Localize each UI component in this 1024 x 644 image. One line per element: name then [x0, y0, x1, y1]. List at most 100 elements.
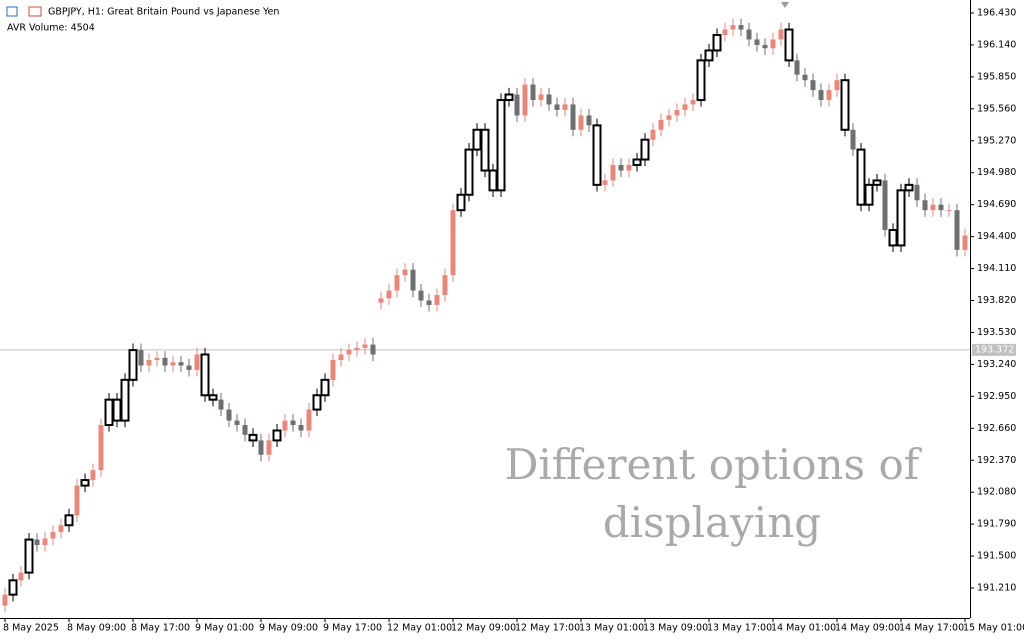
chart-title: GBPJPY, H1: Great Britain Pound vs Japan… [48, 7, 279, 18]
candle-body [74, 485, 80, 516]
candle-body [722, 29, 728, 36]
y-tick-label: 193.240 [977, 359, 1016, 370]
candle-body [626, 165, 632, 171]
candle-body [218, 399, 224, 410]
candle-body [946, 210, 952, 212]
candle-body-high-volume [872, 179, 882, 186]
candle-body [434, 295, 440, 305]
x-tick-label: 14 May 09:00 [835, 623, 900, 634]
menu-icon[interactable] [6, 6, 18, 17]
y-tick-label: 195.850 [977, 71, 1016, 82]
candle-body [450, 210, 456, 276]
candle-body [690, 100, 696, 105]
y-tick-label: 196.140 [977, 39, 1016, 50]
x-tick-label: 9 May 01:00 [195, 623, 254, 634]
candle-body [442, 275, 448, 296]
candle-body-high-volume [120, 378, 130, 422]
candle-body-high-volume [320, 378, 330, 397]
candle-body [146, 360, 152, 366]
candle-body [666, 115, 672, 120]
candle-body [354, 347, 360, 351]
candle-body [258, 440, 264, 455]
chart-icon[interactable] [28, 6, 42, 17]
candle-body-high-volume [504, 93, 514, 102]
x-tick-label: 13 May 01:00 [579, 623, 644, 634]
candle-body [570, 104, 576, 130]
candle-body [138, 350, 144, 366]
x-tick-label: 13 May 17:00 [707, 623, 772, 634]
candle-body [650, 129, 656, 140]
candle-body-high-volume [104, 398, 114, 426]
candle-body [194, 354, 200, 370]
candle-body [290, 420, 296, 425]
candle-body [850, 129, 856, 150]
candle-body [34, 539, 40, 546]
y-tick-label: 196.430 [977, 7, 1016, 18]
candle-body [186, 365, 192, 370]
candle-body [522, 84, 528, 116]
candle-body-high-volume [896, 189, 906, 247]
candle-body-high-volume [592, 124, 602, 186]
candle-body [834, 80, 840, 91]
candle-body [178, 362, 184, 366]
candle-body-high-volume [488, 169, 498, 192]
candle-body-high-volume [856, 148, 866, 206]
candle-body [234, 420, 240, 425]
candle-body-high-volume [480, 128, 490, 172]
x-tick-label: 12 May 17:00 [515, 623, 580, 634]
candle-body-high-volume [840, 79, 850, 131]
x-tick-label: 15 May 01:00 [963, 623, 1024, 634]
candle-body [922, 200, 928, 211]
x-tick-label: 12 May 09:00 [451, 623, 516, 634]
candle-body [154, 357, 160, 361]
candle-body-high-volume [8, 579, 18, 596]
candle-body [954, 210, 960, 250]
candle-body [530, 84, 536, 101]
candle-body [746, 29, 752, 40]
candle-body [738, 25, 744, 30]
candle-body-high-volume [632, 158, 642, 167]
candle-body-high-volume [128, 349, 138, 381]
candle-body [338, 354, 344, 361]
candle-body [930, 204, 936, 211]
candle-body [546, 94, 552, 105]
candle-body [98, 424, 104, 471]
x-tick-label: 9 May 09:00 [259, 623, 318, 634]
y-tick-label: 194.400 [977, 231, 1016, 242]
y-tick-label: 191.790 [977, 519, 1016, 530]
candle-body [50, 531, 56, 539]
candle-body [2, 594, 8, 606]
y-tick-label: 192.660 [977, 423, 1016, 434]
candle-body [554, 104, 560, 110]
x-tick-label: 14 May 01:00 [771, 623, 836, 634]
candle-body [802, 74, 808, 81]
candle-body [818, 90, 824, 101]
candle-body [386, 290, 392, 299]
candle-body-high-volume [200, 353, 210, 397]
candle-body-high-volume [696, 59, 706, 102]
y-tick-label: 194.110 [977, 263, 1016, 274]
candle-body-high-volume [248, 433, 258, 442]
candle-body [810, 80, 816, 91]
price-label-box [972, 343, 1016, 356]
candle-body [418, 290, 424, 301]
candle-body-high-volume [24, 538, 34, 574]
candle-body [306, 409, 312, 431]
x-tick-label: 9 May 17:00 [323, 623, 382, 634]
candle-body [602, 180, 608, 185]
candle-body [242, 424, 248, 435]
candle-body [90, 470, 96, 481]
price-label: 193.372 [975, 344, 1014, 355]
candle-body-high-volume [640, 138, 650, 161]
candle-body [538, 94, 544, 101]
candle-body [618, 165, 624, 171]
y-tick-label: 191.210 [977, 583, 1016, 594]
candle-body-high-volume [312, 394, 322, 411]
candle-body [162, 357, 168, 366]
candle-body-high-volume [904, 183, 914, 192]
candle-body-high-volume [496, 99, 506, 192]
y-tick-label: 191.500 [977, 551, 1016, 562]
